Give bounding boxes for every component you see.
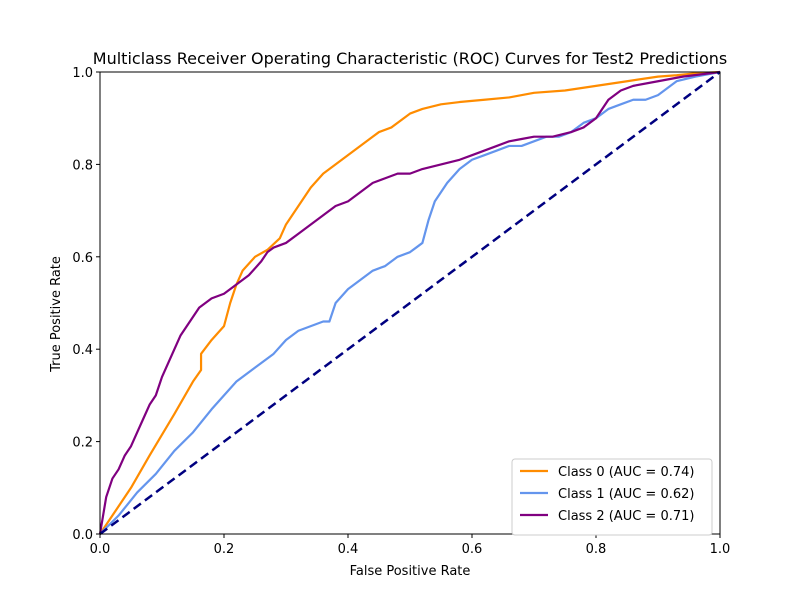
x-tick-label: 0.2 — [214, 542, 235, 557]
x-tick-label: 0.0 — [90, 542, 111, 557]
chart-title: Multiclass Receiver Operating Characteri… — [93, 49, 727, 68]
y-tick-label: 0.8 — [72, 158, 93, 173]
plot-frame — [99, 71, 721, 535]
x-axis-ticks: 0.0 0.2 0.4 0.6 0.8 1.0 — [90, 534, 731, 557]
x-tick-label: 0.6 — [462, 542, 483, 557]
y-tick-label: 1.0 — [72, 66, 93, 81]
x-tick-label: 0.8 — [586, 542, 607, 557]
y-axis-label: True Positive Rate — [49, 256, 64, 373]
x-tick-label: 0.4 — [338, 542, 359, 557]
legend-label: Class 2 (AUC = 0.71) — [558, 509, 694, 524]
plot-area — [98, 70, 721, 536]
legend-label: Class 0 (AUC = 0.74) — [558, 465, 694, 480]
legend-box — [511, 458, 713, 536]
series-line-class-0 — [99, 70, 721, 535]
y-tick-label: 0.4 — [72, 343, 93, 358]
y-tick-label: 0.0 — [72, 528, 93, 543]
series-line-class-2 — [98, 70, 721, 535]
legend: Class 0 (AUC = 0.74) Class 1 (AUC = 0.62)… — [511, 458, 713, 536]
y-axis-ticks: 0.0 0.2 0.4 0.6 0.8 1.0 — [72, 66, 100, 543]
x-tick-label: 1.0 — [710, 542, 731, 557]
x-axis-label: False Positive Rate — [350, 564, 471, 579]
y-tick-label: 0.2 — [72, 436, 93, 451]
diagonal-reference-line — [99, 70, 721, 536]
y-tick-label: 0.6 — [72, 251, 93, 266]
legend-label: Class 1 (AUC = 0.62) — [558, 487, 694, 502]
